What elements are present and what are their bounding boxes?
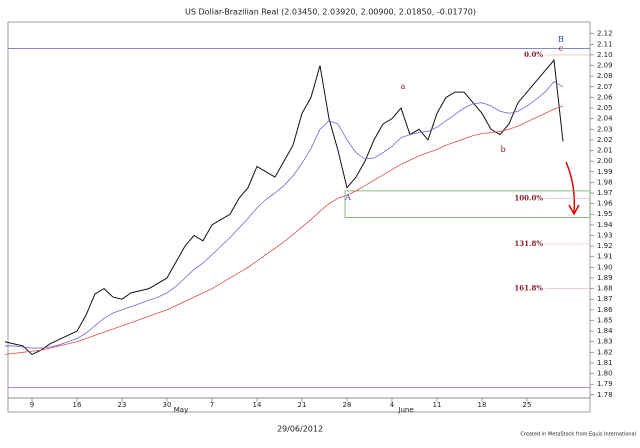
fib-label: 0.0% xyxy=(524,50,543,59)
x-tick-label: 21 xyxy=(298,401,307,409)
y-tick-label: 1.97 xyxy=(597,189,613,197)
fib-label: 161.8% xyxy=(514,284,543,293)
y-tick-label: 2.04 xyxy=(597,115,613,123)
x-tick-label: 23 xyxy=(118,401,127,409)
x-tick-label: 14 xyxy=(253,401,262,409)
y-tick-label: 1.80 xyxy=(597,370,613,378)
y-tick-label: 2.06 xyxy=(597,93,613,101)
y-tick-label: 1.86 xyxy=(597,306,613,314)
plot-frame xyxy=(7,21,591,399)
x-axis-strip xyxy=(7,397,591,413)
y-tick-label: 2.00 xyxy=(597,157,613,165)
x-tick-label: 7 xyxy=(210,401,214,409)
arrow-head xyxy=(568,204,580,216)
y-tick-label: 1.81 xyxy=(597,359,613,367)
y-tick-label: 1.87 xyxy=(597,295,613,303)
chart-title: US Dollar-Brazilian Real (2.03450, 2.039… xyxy=(185,8,476,17)
wave-label: c xyxy=(559,44,564,53)
y-tick-label: 1.78 xyxy=(597,391,613,399)
y-tick-label: 2.08 xyxy=(597,72,613,80)
y-tick-label: 2.11 xyxy=(597,40,613,48)
y-tick-label: 2.09 xyxy=(597,62,613,70)
x-tick-label: 16 xyxy=(73,401,82,409)
y-tick-label: 2.02 xyxy=(597,136,613,144)
y-tick-label: 2.07 xyxy=(597,83,613,91)
y-tick-label: 1.90 xyxy=(597,263,613,271)
y-tick-label: 1.83 xyxy=(597,338,613,346)
y-tick-label: 1.98 xyxy=(597,178,613,186)
y-tick-label: 1.79 xyxy=(597,380,613,388)
fib-label: 131.8% xyxy=(514,239,543,248)
y-tick-label: 1.82 xyxy=(597,348,613,356)
projection-arrow xyxy=(565,161,576,213)
y-tick-label: 1.99 xyxy=(597,168,613,176)
y-tick-label: 2.12 xyxy=(597,30,613,38)
price-line xyxy=(4,59,564,356)
y-tick-label: 1.89 xyxy=(597,274,613,282)
y-tick-label: 2.10 xyxy=(597,51,613,59)
y-tick-label: 1.95 xyxy=(597,210,613,218)
target-zone xyxy=(344,190,591,218)
wave-label: A xyxy=(344,193,351,202)
y-tick-label: 1.91 xyxy=(597,253,613,261)
wave-label: B xyxy=(558,35,564,44)
y-tick-label: 2.03 xyxy=(597,125,613,133)
price-line xyxy=(5,80,564,349)
x-tick-label: 18 xyxy=(478,401,487,409)
x-tick-label: 4 xyxy=(390,401,395,409)
x-tick-label: 11 xyxy=(433,401,442,409)
price-line xyxy=(4,105,564,355)
x-tick-label: 28 xyxy=(343,401,352,409)
x-tick-label: 25 xyxy=(523,401,532,409)
y-tick-label: 2.01 xyxy=(597,147,613,155)
credit: Created in MetaStock from Equis Internat… xyxy=(520,432,636,438)
y-tick-label: 1.94 xyxy=(597,221,613,229)
y-tick-label: 1.84 xyxy=(597,327,613,335)
month-label: June xyxy=(397,406,413,414)
y-tick-label: 1.96 xyxy=(597,200,613,208)
y-tick-label: 1.93 xyxy=(597,231,613,239)
y-tick-label: 1.88 xyxy=(597,285,613,293)
month-label: May xyxy=(174,406,188,414)
footer-date: 29/06/2012 xyxy=(277,425,323,434)
wave-label: b xyxy=(500,145,505,154)
x-tick-label: 30 xyxy=(163,401,172,409)
y-tick-label: 1.92 xyxy=(597,242,613,250)
y-tick-label: 2.05 xyxy=(597,104,613,112)
x-tick-label: 9 xyxy=(30,401,34,409)
y-tick-label: 1.85 xyxy=(597,316,613,324)
wave-label: a xyxy=(401,82,406,91)
fib-label: 100.0% xyxy=(514,193,543,202)
